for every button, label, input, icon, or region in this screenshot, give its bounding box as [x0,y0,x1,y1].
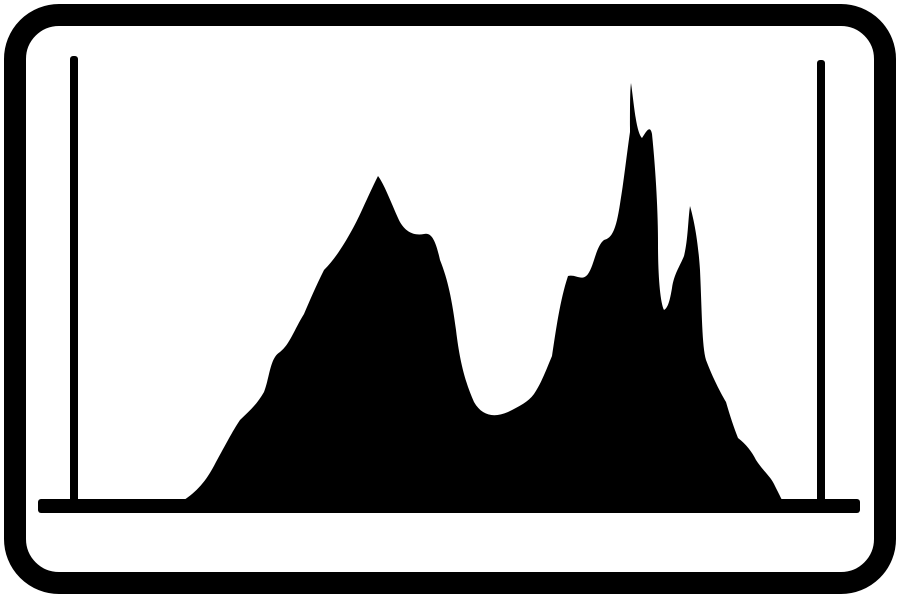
histogram-baseline [38,499,860,513]
frame-border [4,4,896,594]
left-clip-marker [70,56,78,506]
histogram-icon [4,4,896,594]
right-clip-marker [817,60,825,506]
histogram-shape [184,83,782,500]
